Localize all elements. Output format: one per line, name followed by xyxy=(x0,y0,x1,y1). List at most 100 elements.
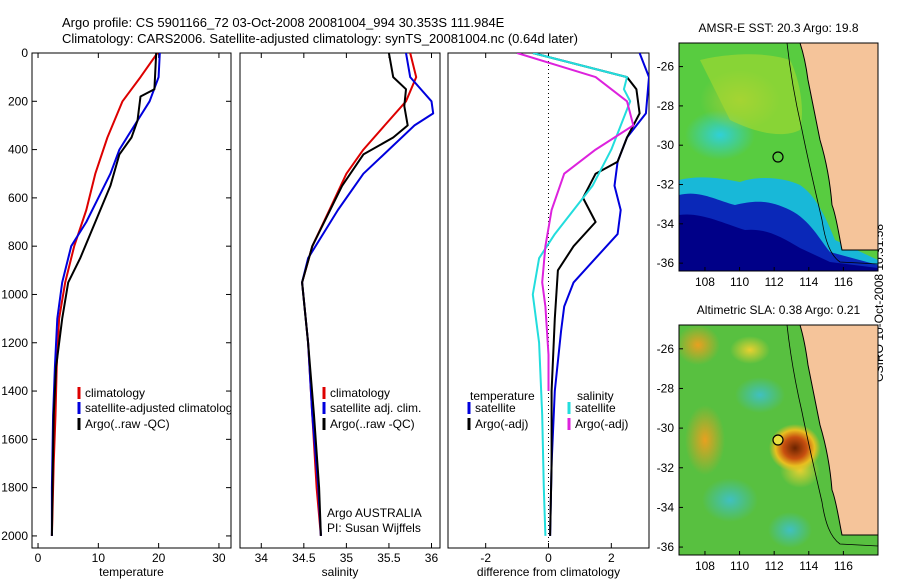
y-tick-label: 1400 xyxy=(1,384,28,398)
sst-isobath xyxy=(786,43,878,265)
x-tick-label: 35 xyxy=(340,551,354,565)
sst-coastline xyxy=(799,43,878,251)
y-tick-label: 200 xyxy=(8,94,28,108)
sla-blob xyxy=(685,405,725,475)
sla-blob xyxy=(768,512,812,548)
x-tick-label: -2 xyxy=(480,551,491,565)
y-tick-label: -32 xyxy=(657,178,675,192)
map-sla-chart: Altimetric SLA: 0.38 Argo: 0.21 108 110 112… xyxy=(657,303,861,573)
sla-blob xyxy=(735,377,785,413)
sla-map-frame xyxy=(678,324,879,556)
x-tick-label: 34.5 xyxy=(292,551,316,565)
x-tick-label: 34 xyxy=(255,551,269,565)
x-tick-label: 0 xyxy=(35,551,42,565)
y-tick-label: 1200 xyxy=(1,336,28,350)
y-tick-label: -28 xyxy=(657,99,675,113)
temperature-series-climatology xyxy=(50,53,159,536)
y-tick-label: -36 xyxy=(657,256,675,270)
x-tick-label: 30 xyxy=(212,551,226,565)
x-tick-label: 108 xyxy=(695,275,715,289)
legend-entry: satellite xyxy=(475,401,516,415)
sst-land xyxy=(800,43,878,250)
legend-entry: climatology xyxy=(330,386,390,400)
salinity-x-axis-label: salinity xyxy=(322,565,359,579)
x-tick-label: 112 xyxy=(765,275,784,289)
map-sst-title: AMSR-E SST: 20.3 Argo: 19.8 xyxy=(698,21,858,35)
legend-entry: satellite-adjusted climatology xyxy=(85,401,238,415)
salinity-series-argo-raw-qc- xyxy=(301,53,409,536)
temperature-chart: 0 10 20 30 temperature 0 200 400 600 800 1000 1200 1… xyxy=(1,46,238,579)
y-tick-label: 1800 xyxy=(1,481,28,495)
sla-isobath xyxy=(786,325,878,547)
x-tick-label: 110 xyxy=(730,275,749,289)
y-tick-label: -26 xyxy=(657,60,675,74)
sla-blob xyxy=(679,325,720,365)
y-tick-label: -30 xyxy=(657,421,675,435)
profile-charts: 0 10 20 30temperature0200400600800100012001… xyxy=(1,21,860,579)
sst-map-frame xyxy=(678,42,879,272)
temperature-x-axis-label: temperature xyxy=(99,565,164,579)
sla-coastline xyxy=(799,325,878,536)
sla-land xyxy=(800,325,878,535)
sst-argo-marker xyxy=(772,151,784,163)
y-tick-label: 0 xyxy=(21,46,28,60)
x-tick-label: 114 xyxy=(799,559,818,573)
legend-entry: satellite xyxy=(575,401,616,415)
legend-header-salinity: salinity xyxy=(577,389,614,403)
legend-entry: satellite adj. clim. xyxy=(330,401,421,415)
y-tick-label: -28 xyxy=(657,381,675,395)
difference-series-argo-adj- xyxy=(516,53,635,391)
x-tick-label: 114 xyxy=(799,275,818,289)
figure-title-line1: Argo profile: CS 5901166_72 03-Oct-2008 … xyxy=(62,15,505,30)
y-tick-label: 1000 xyxy=(1,287,28,301)
sla-blob xyxy=(730,336,770,364)
sla-blob xyxy=(702,478,758,522)
x-tick-label: 112 xyxy=(765,559,784,573)
sla-argo-marker xyxy=(772,434,784,446)
x-tick-label: 20 xyxy=(152,551,166,565)
difference-x-axis-label: difference from climatology xyxy=(477,565,620,579)
sla-hotspot xyxy=(769,424,821,472)
sst-deep-cold xyxy=(679,214,878,271)
x-tick-label: 110 xyxy=(730,559,749,573)
legend-entry: climatology xyxy=(85,386,145,400)
salinity-axes-frame xyxy=(239,52,441,549)
y-tick-label: -34 xyxy=(657,500,675,514)
y-tick-label: -32 xyxy=(657,461,675,475)
x-tick-label: 2 xyxy=(608,551,615,565)
legend-entry: Argo(-adj) xyxy=(575,417,628,431)
difference-series-satellite xyxy=(531,53,632,536)
y-tick-label: -26 xyxy=(657,342,675,356)
x-tick-label: 116 xyxy=(834,559,853,573)
legend-entry: Argo(..raw -QC) xyxy=(85,417,170,431)
map-sla-title: Altimetric SLA: 0.38 Argo: 0.21 xyxy=(697,303,861,317)
temperature-axes-frame xyxy=(31,52,232,549)
figure-title-line2: Climatology: CARS2006. Satellite-adjuste… xyxy=(62,31,578,46)
x-tick-label: 35.5 xyxy=(377,551,401,565)
temperature-series-argo-raw-qc- xyxy=(50,53,158,536)
salinity-chart: 34 34.5 35 35.5 36 salinity climatologysatelli… xyxy=(239,52,441,579)
y-tick-label: 600 xyxy=(8,191,28,205)
y-tick-label: -36 xyxy=(657,540,675,554)
x-tick-label: 116 xyxy=(834,275,853,289)
legend-entry: Argo(..raw -QC) xyxy=(330,417,415,431)
sla-map xyxy=(679,325,878,555)
owner-annotation: Argo AUSTRALIA xyxy=(327,506,422,520)
y-tick-label: 1600 xyxy=(1,432,28,446)
temperature-series-satellite-adjusted-climatology xyxy=(50,53,161,536)
x-tick-label: 0 xyxy=(545,551,552,565)
legend-header-temperature: temperature xyxy=(470,389,535,403)
y-tick-label: -30 xyxy=(657,138,675,152)
map-sst-chart: AMSR-E SST: 20.3 Argo: 19.8 108 110 112 114 1… xyxy=(657,21,859,289)
y-tick-label: -34 xyxy=(657,217,675,231)
x-tick-label: 36 xyxy=(425,551,439,565)
sst-map xyxy=(679,43,878,271)
y-tick-label: 400 xyxy=(8,143,28,157)
difference-series-satellite xyxy=(549,53,649,536)
owner-annotation: PI: Susan Wijffels xyxy=(327,521,421,535)
y-tick-label: 2000 xyxy=(1,529,28,543)
salinity-series-satellite-adj-clim- xyxy=(301,53,435,536)
y-tick-label: 800 xyxy=(8,239,28,253)
x-tick-label: 108 xyxy=(695,559,715,573)
